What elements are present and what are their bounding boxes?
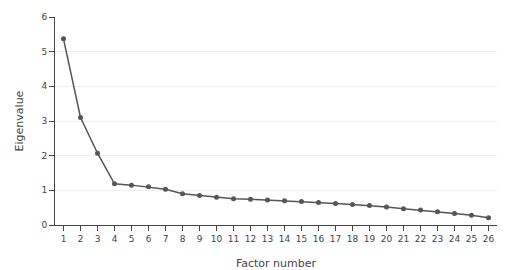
svg-text:2: 2 xyxy=(78,234,84,244)
svg-text:22: 22 xyxy=(415,234,426,244)
svg-text:14: 14 xyxy=(279,234,291,244)
svg-text:25: 25 xyxy=(466,234,477,244)
svg-text:15: 15 xyxy=(296,234,307,244)
svg-text:10: 10 xyxy=(211,234,223,244)
svg-text:11: 11 xyxy=(228,234,239,244)
svg-text:2: 2 xyxy=(41,151,47,161)
svg-text:7: 7 xyxy=(163,234,169,244)
svg-text:3: 3 xyxy=(95,234,101,244)
svg-text:Factor number: Factor number xyxy=(236,257,317,270)
svg-text:4: 4 xyxy=(112,234,118,244)
svg-text:8: 8 xyxy=(180,234,186,244)
svg-text:9: 9 xyxy=(197,234,203,244)
svg-text:16: 16 xyxy=(313,234,325,244)
svg-text:23: 23 xyxy=(432,234,443,244)
svg-text:1: 1 xyxy=(61,234,67,244)
svg-text:0: 0 xyxy=(41,220,47,230)
svg-text:5: 5 xyxy=(41,47,47,57)
svg-text:20: 20 xyxy=(381,234,393,244)
svg-text:13: 13 xyxy=(262,234,273,244)
svg-text:1: 1 xyxy=(41,185,47,195)
svg-text:Eigenvalue: Eigenvalue xyxy=(13,90,26,151)
svg-text:5: 5 xyxy=(129,234,135,244)
svg-text:21: 21 xyxy=(398,234,409,244)
svg-text:6: 6 xyxy=(146,234,152,244)
svg-text:12: 12 xyxy=(245,234,256,244)
svg-text:6: 6 xyxy=(41,12,47,22)
svg-text:4: 4 xyxy=(41,81,47,91)
svg-text:3: 3 xyxy=(41,116,47,126)
svg-text:24: 24 xyxy=(449,234,461,244)
svg-text:26: 26 xyxy=(483,234,495,244)
svg-text:17: 17 xyxy=(330,234,341,244)
svg-text:18: 18 xyxy=(347,234,359,244)
svg-text:19: 19 xyxy=(364,234,376,244)
